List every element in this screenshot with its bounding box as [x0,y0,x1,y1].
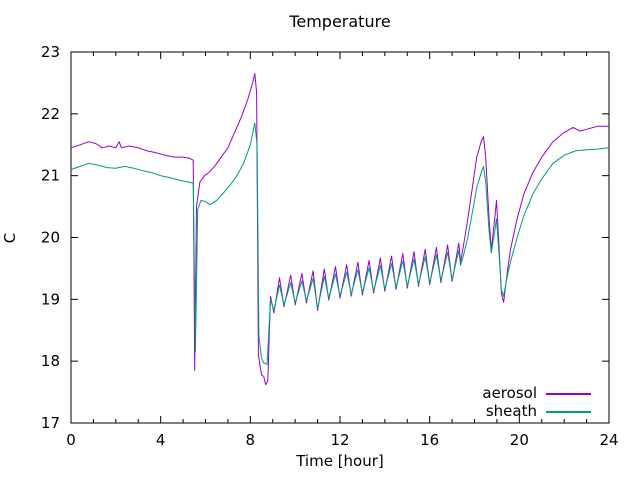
y-tick-label: 21 [41,167,60,185]
x-tick-label: 0 [66,431,76,449]
chart-title: Temperature [289,12,391,31]
y-tick-label: 19 [41,290,60,308]
legend-line-sample-sheath [546,410,591,413]
plot-border [70,51,610,424]
x-tick-label: 4 [156,431,166,449]
x-tick-label: 16 [420,431,439,449]
x-tick-label: 20 [510,431,529,449]
aerosol-line [70,73,609,386]
y-tick-label: 20 [41,229,60,247]
legend-entry-sheath: sheath [486,404,591,419]
legend-line-sample-aerosol [546,392,591,395]
y-tick-label: 18 [41,352,60,370]
legend-label-sheath: sheath [485,402,537,420]
sheath-line [70,122,610,365]
x-tick-label: 8 [246,431,256,449]
y-axis-label: C [1,232,20,244]
y-tick-label: 23 [41,43,60,61]
x-tick-label: 24 [599,431,618,449]
legend: aerosol sheath [482,386,591,419]
legend-entry-aerosol: aerosol [482,386,591,401]
x-axis-label: Time [hour] [296,452,384,470]
y-tick-label: 17 [41,414,60,432]
y-tick-label: 22 [41,105,60,123]
x-tick-label: 12 [330,431,349,449]
legend-label-aerosol: aerosol [482,384,537,402]
